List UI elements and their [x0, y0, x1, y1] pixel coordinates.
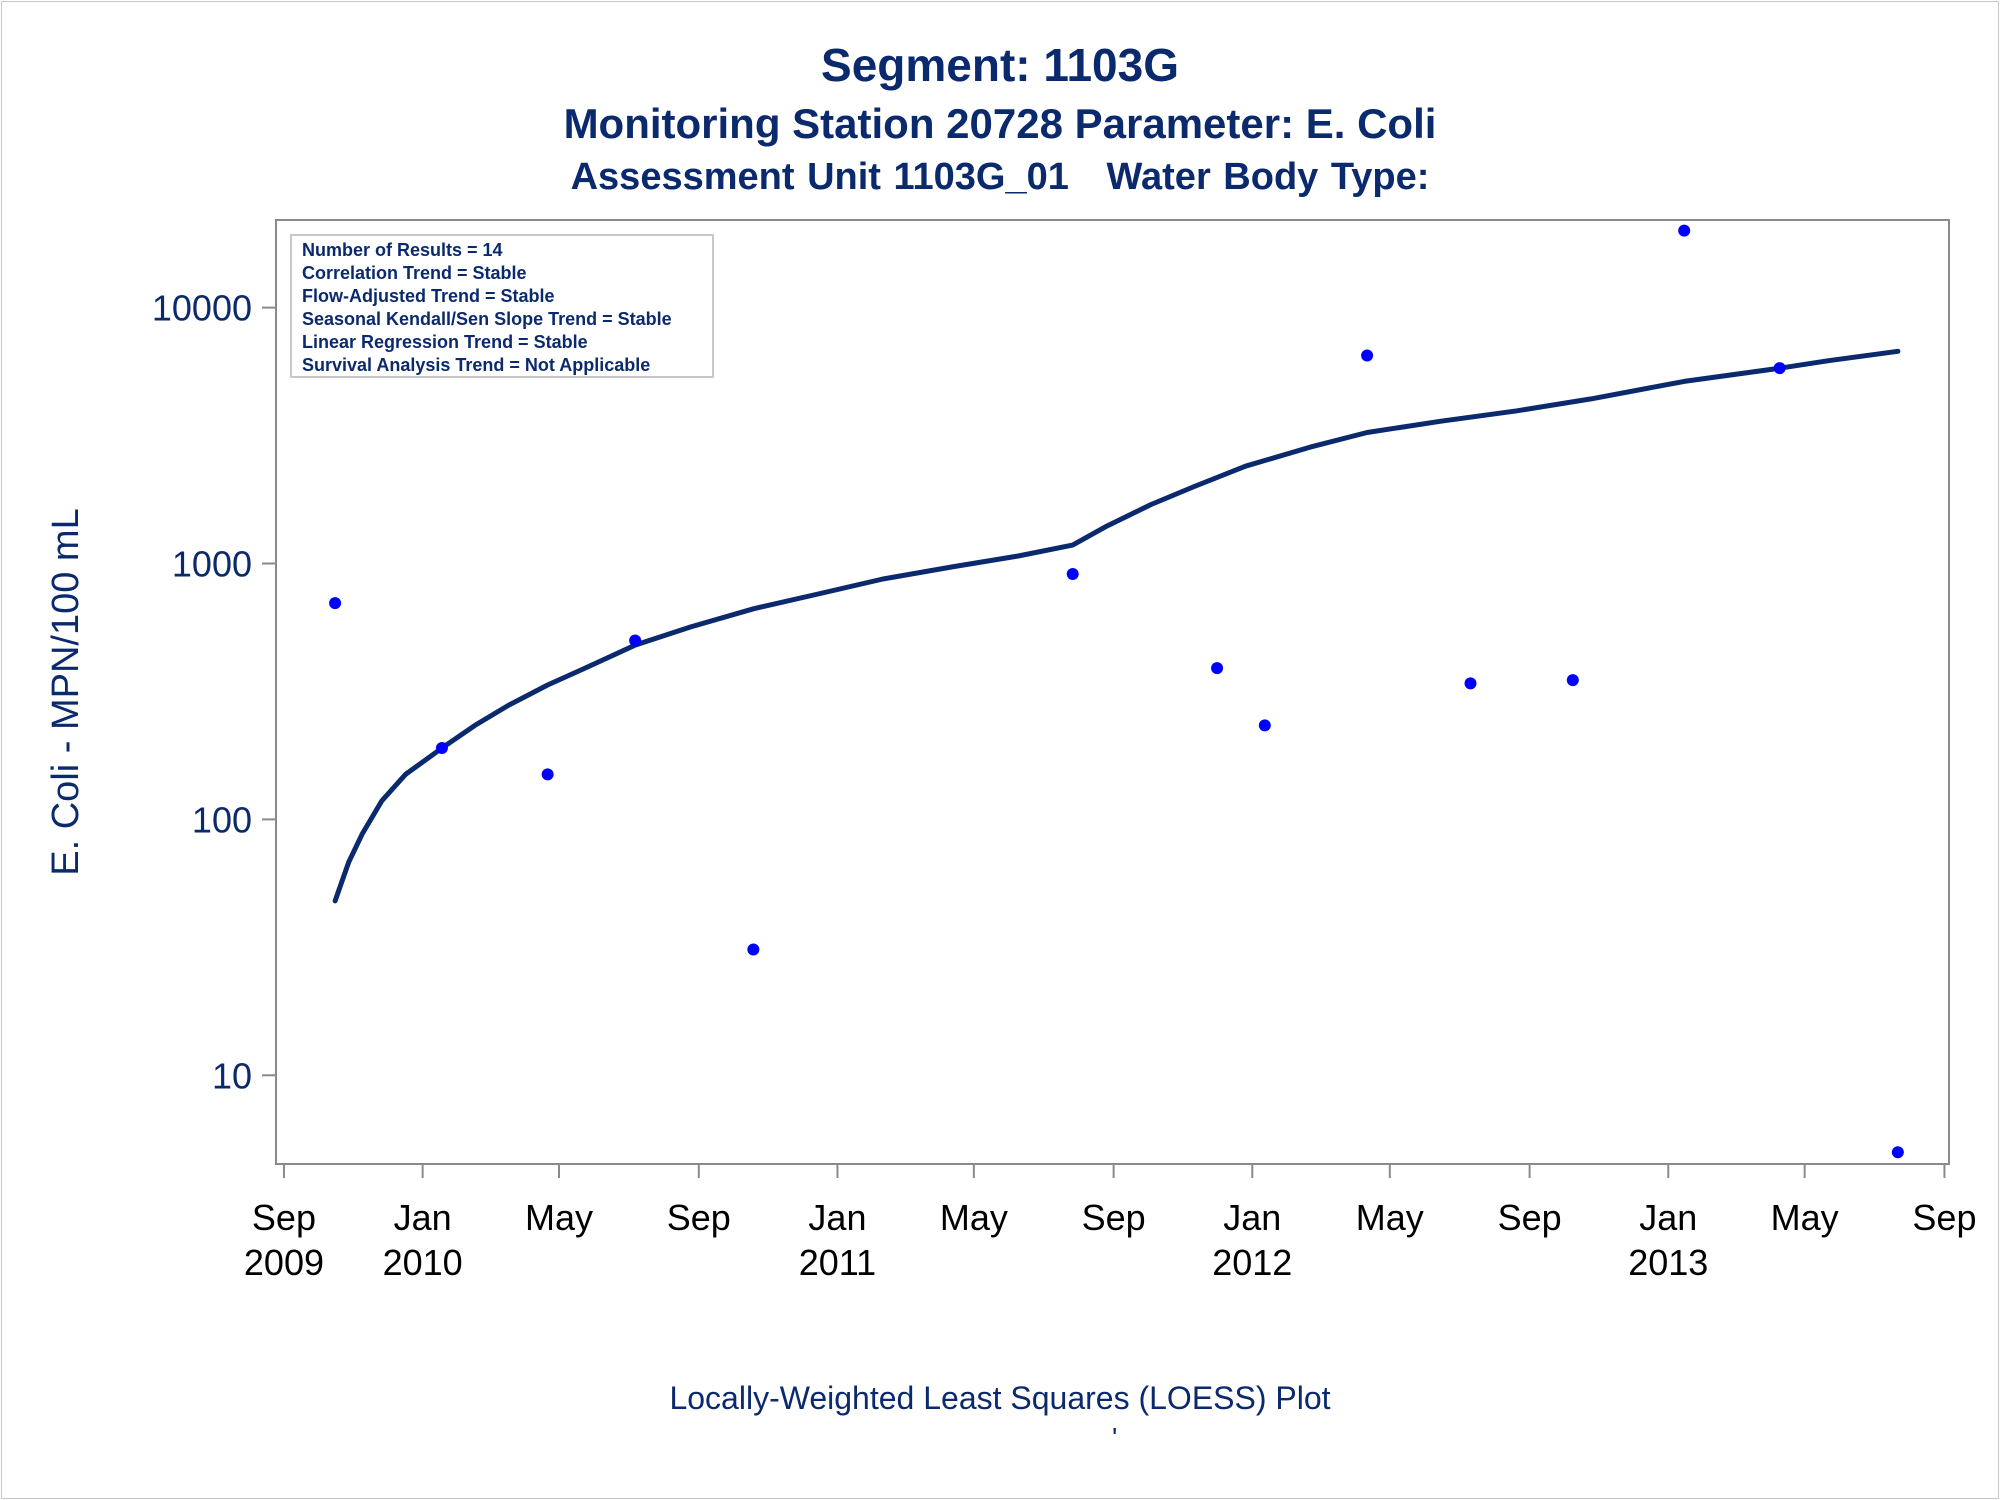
x-tick-label: 2011 [799, 1242, 876, 1283]
x-tick-label: Sep [1498, 1197, 1562, 1238]
data-point [435, 742, 448, 755]
x-tick-label: Jan [808, 1197, 866, 1238]
stats-line: Flow-Adjusted Trend = Stable [302, 286, 555, 306]
trend-stats-box: Number of Results = 14 Correlation Trend … [290, 234, 714, 378]
data-point [629, 634, 642, 647]
stats-line: Seasonal Kendall/Sen Slope Trend = Stabl… [302, 309, 672, 329]
data-point [1258, 719, 1271, 732]
data-point [1566, 674, 1579, 687]
data-point [1891, 1146, 1904, 1159]
data-point [1464, 677, 1477, 690]
x-tick-label: May [1356, 1197, 1424, 1238]
footnote-mark: ' [1112, 1422, 1118, 1453]
stats-line: Correlation Trend = Stable [302, 263, 527, 283]
data-point [329, 597, 342, 610]
x-tick-label: May [1771, 1197, 1839, 1238]
x-tick-label: Jan [394, 1197, 452, 1238]
data-points [329, 224, 1904, 1159]
x-tick-label: May [525, 1197, 593, 1238]
data-point [1211, 662, 1224, 675]
data-point [1678, 224, 1691, 237]
x-tick-label: Jan [1639, 1197, 1697, 1238]
x-tick-label: 2013 [1628, 1242, 1708, 1283]
footnote: Locally-Weighted Least Squares (LOESS) P… [669, 1380, 1331, 1416]
x-tick-label: 2009 [244, 1242, 324, 1283]
y-axis: 10 100 1000 10000 [152, 288, 276, 1096]
x-tick-label: Sep [667, 1197, 731, 1238]
y-tick-label: 10000 [152, 288, 252, 329]
data-point [1773, 362, 1786, 375]
stats-line: Survival Analysis Trend = Not Applicable [302, 355, 650, 375]
data-point [1361, 349, 1374, 362]
data-point [747, 943, 760, 956]
x-tick-label: 2012 [1212, 1242, 1292, 1283]
chart-subtitle-station: Monitoring Station 20728 Parameter: E. C… [563, 100, 1437, 147]
chart-subtitle-assessment: Assessment Unit 1103G_01 Water Body Type… [570, 156, 1430, 198]
stats-line: Linear Regression Trend = Stable [302, 332, 588, 352]
stats-box-border [290, 234, 714, 378]
x-tick-label: May [940, 1197, 1008, 1238]
x-tick-label: Jan [1223, 1197, 1281, 1238]
stats-line: Number of Results = 14 [302, 240, 503, 260]
x-tick-label: Sep [252, 1197, 316, 1238]
y-tick-label: 100 [192, 799, 252, 840]
chart-title: Segment: 1103G [821, 39, 1179, 91]
y-tick-label: 10 [212, 1055, 252, 1096]
data-point [541, 768, 554, 781]
x-tick-label: Sep [1082, 1197, 1146, 1238]
x-tick-label: 2010 [383, 1242, 463, 1283]
y-tick-label: 1000 [172, 544, 252, 585]
y-axis-label: E. Coli - MPN/100 mL [45, 508, 87, 875]
data-point [1066, 567, 1079, 580]
x-tick-label: Sep [1912, 1197, 1976, 1238]
